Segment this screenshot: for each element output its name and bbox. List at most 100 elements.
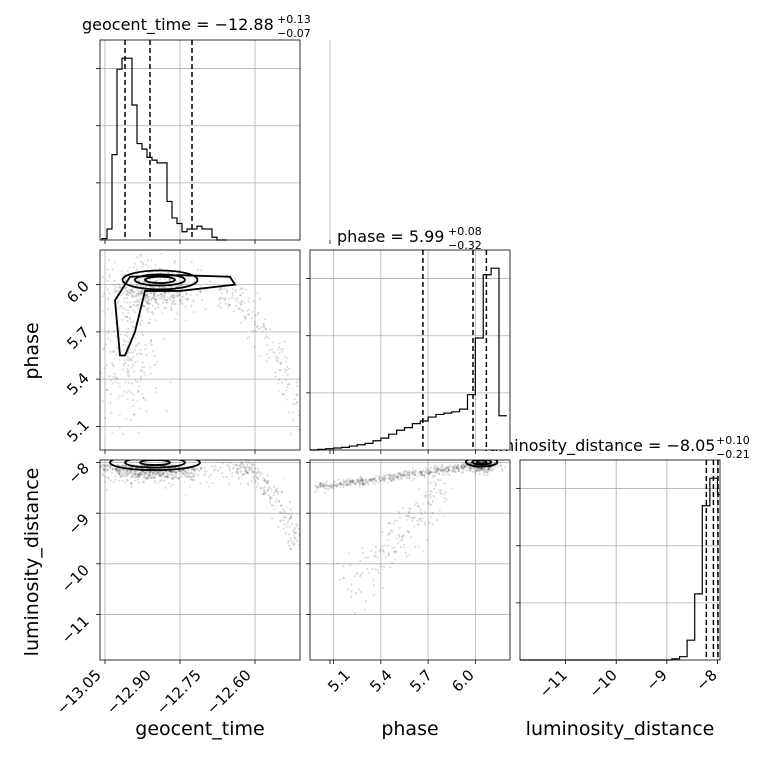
sample-point xyxy=(126,297,129,300)
sample-point xyxy=(381,478,384,481)
sample-point xyxy=(388,554,391,557)
sample-point xyxy=(327,487,330,491)
sample-point xyxy=(447,468,451,472)
sample-point xyxy=(127,291,131,294)
sample-point xyxy=(381,548,385,551)
sample-point xyxy=(143,374,146,377)
sample-point xyxy=(476,467,479,470)
sample-point xyxy=(142,285,145,288)
sample-point xyxy=(283,340,286,343)
sample-point xyxy=(243,301,246,304)
sample-point xyxy=(280,381,284,384)
sample-point xyxy=(123,358,126,361)
sample-point xyxy=(478,468,481,472)
sample-point xyxy=(401,535,404,538)
sample-point xyxy=(106,468,110,472)
xtick-label: 5.1 xyxy=(324,666,354,696)
sample-point xyxy=(420,513,423,516)
sample-point xyxy=(140,473,144,476)
sample-point xyxy=(141,261,144,265)
sample-point xyxy=(129,418,132,422)
sample-point xyxy=(368,478,371,481)
sample-point xyxy=(126,293,129,296)
sample-point xyxy=(359,476,362,479)
sample-point xyxy=(481,468,485,471)
sample-point xyxy=(268,328,272,331)
sample-point xyxy=(173,476,176,479)
sample-point xyxy=(333,483,336,486)
sample-point xyxy=(206,288,209,291)
sample-point xyxy=(140,260,143,263)
sample-point xyxy=(176,471,179,474)
sample-point xyxy=(152,291,155,294)
sample-point xyxy=(94,473,96,475)
panel-background xyxy=(100,460,300,660)
sample-point xyxy=(408,508,412,511)
sample-point xyxy=(174,318,177,321)
sample-point xyxy=(392,475,395,478)
sample-point xyxy=(289,508,292,511)
sample-point xyxy=(271,517,274,520)
sample-point xyxy=(266,474,269,477)
sample-point xyxy=(152,292,156,295)
sample-point xyxy=(144,476,147,479)
sample-point xyxy=(167,482,170,485)
sample-point xyxy=(121,474,124,477)
sample-point xyxy=(110,312,114,315)
sample-point xyxy=(123,340,127,343)
sample-point xyxy=(273,494,276,497)
sample-point xyxy=(295,381,298,384)
sample-point xyxy=(361,551,365,555)
sample-point xyxy=(347,588,350,591)
sample-point xyxy=(371,567,374,570)
sample-point xyxy=(291,523,294,526)
sample-point xyxy=(397,510,400,513)
sample-point xyxy=(141,288,144,292)
sample-point xyxy=(125,335,128,338)
sample-point xyxy=(437,472,441,476)
sample-point xyxy=(138,473,141,476)
sample-point xyxy=(186,475,189,479)
sample-point xyxy=(247,460,250,463)
sample-point xyxy=(413,471,416,474)
sample-point xyxy=(329,486,332,489)
sample-point xyxy=(254,467,257,470)
sample-point xyxy=(343,483,346,487)
sample-point xyxy=(159,471,162,474)
sample-point xyxy=(430,490,433,494)
sample-point xyxy=(423,474,426,477)
sample-point xyxy=(403,473,406,476)
sample-point xyxy=(246,482,250,485)
sample-point xyxy=(422,469,425,472)
sample-point xyxy=(369,479,372,483)
sample-point xyxy=(160,295,163,298)
sample-point xyxy=(387,553,390,556)
sample-point xyxy=(331,484,334,487)
sample-point xyxy=(112,330,116,333)
sample-point xyxy=(388,476,391,479)
sample-point xyxy=(475,469,479,472)
sample-point xyxy=(413,473,416,476)
sample-point xyxy=(178,466,181,469)
sample-point xyxy=(194,468,198,471)
sample-point xyxy=(361,476,364,480)
sample-point xyxy=(408,472,411,475)
sample-point xyxy=(383,475,387,478)
sample-point xyxy=(142,471,146,474)
sample-point xyxy=(129,305,132,308)
sample-point xyxy=(266,489,269,492)
sample-point xyxy=(126,472,129,475)
sample-point xyxy=(247,297,250,300)
sample-point xyxy=(192,467,195,470)
sample-point xyxy=(171,477,175,480)
sample-point xyxy=(153,295,156,298)
sample-point xyxy=(417,523,420,526)
sample-point xyxy=(222,476,225,479)
sample-point xyxy=(190,471,193,474)
sample-point xyxy=(113,290,116,294)
sample-point xyxy=(126,368,129,371)
sample-point xyxy=(387,474,390,477)
sample-point xyxy=(131,356,134,359)
sample-point xyxy=(118,479,121,482)
sample-point xyxy=(176,285,179,288)
